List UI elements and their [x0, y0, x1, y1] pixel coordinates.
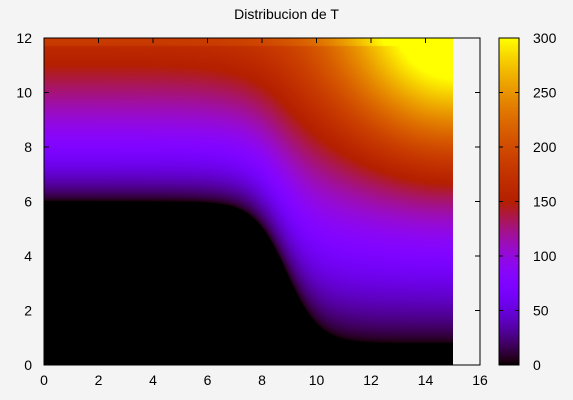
x-tick-label: 2 — [95, 372, 103, 388]
colorbar-tick-label: 200 — [533, 139, 557, 155]
x-tick-label: 16 — [472, 372, 488, 388]
x-tick-label: 4 — [149, 372, 157, 388]
y-tick-label: 6 — [24, 194, 32, 210]
y-tick-label: 12 — [16, 30, 32, 46]
colorbar-tick-label: 50 — [533, 303, 549, 319]
colorbar-gradient — [499, 38, 519, 365]
x-tick-label: 14 — [418, 372, 434, 388]
chart-title: Distribucion de T — [234, 6, 339, 22]
y-tick-label: 0 — [24, 357, 32, 373]
x-tick-label: 0 — [40, 372, 48, 388]
x-tick-label: 6 — [204, 372, 212, 388]
y-tick-label: 10 — [16, 85, 32, 101]
colorbar-tick-label: 300 — [533, 30, 557, 46]
y-tick-label: 8 — [24, 139, 32, 155]
x-tick-label: 8 — [258, 372, 266, 388]
y-tick-label: 2 — [24, 303, 32, 319]
colorbar-tick-label: 150 — [533, 194, 557, 210]
colorbar-tick-label: 250 — [533, 85, 557, 101]
x-tick-label: 10 — [309, 372, 325, 388]
heatmap-image — [44, 38, 453, 365]
colorbar-tick-label: 0 — [533, 357, 541, 373]
y-tick-label: 4 — [24, 248, 32, 264]
colorbar-tick-label: 100 — [533, 248, 557, 264]
x-tick-label: 12 — [363, 372, 379, 388]
